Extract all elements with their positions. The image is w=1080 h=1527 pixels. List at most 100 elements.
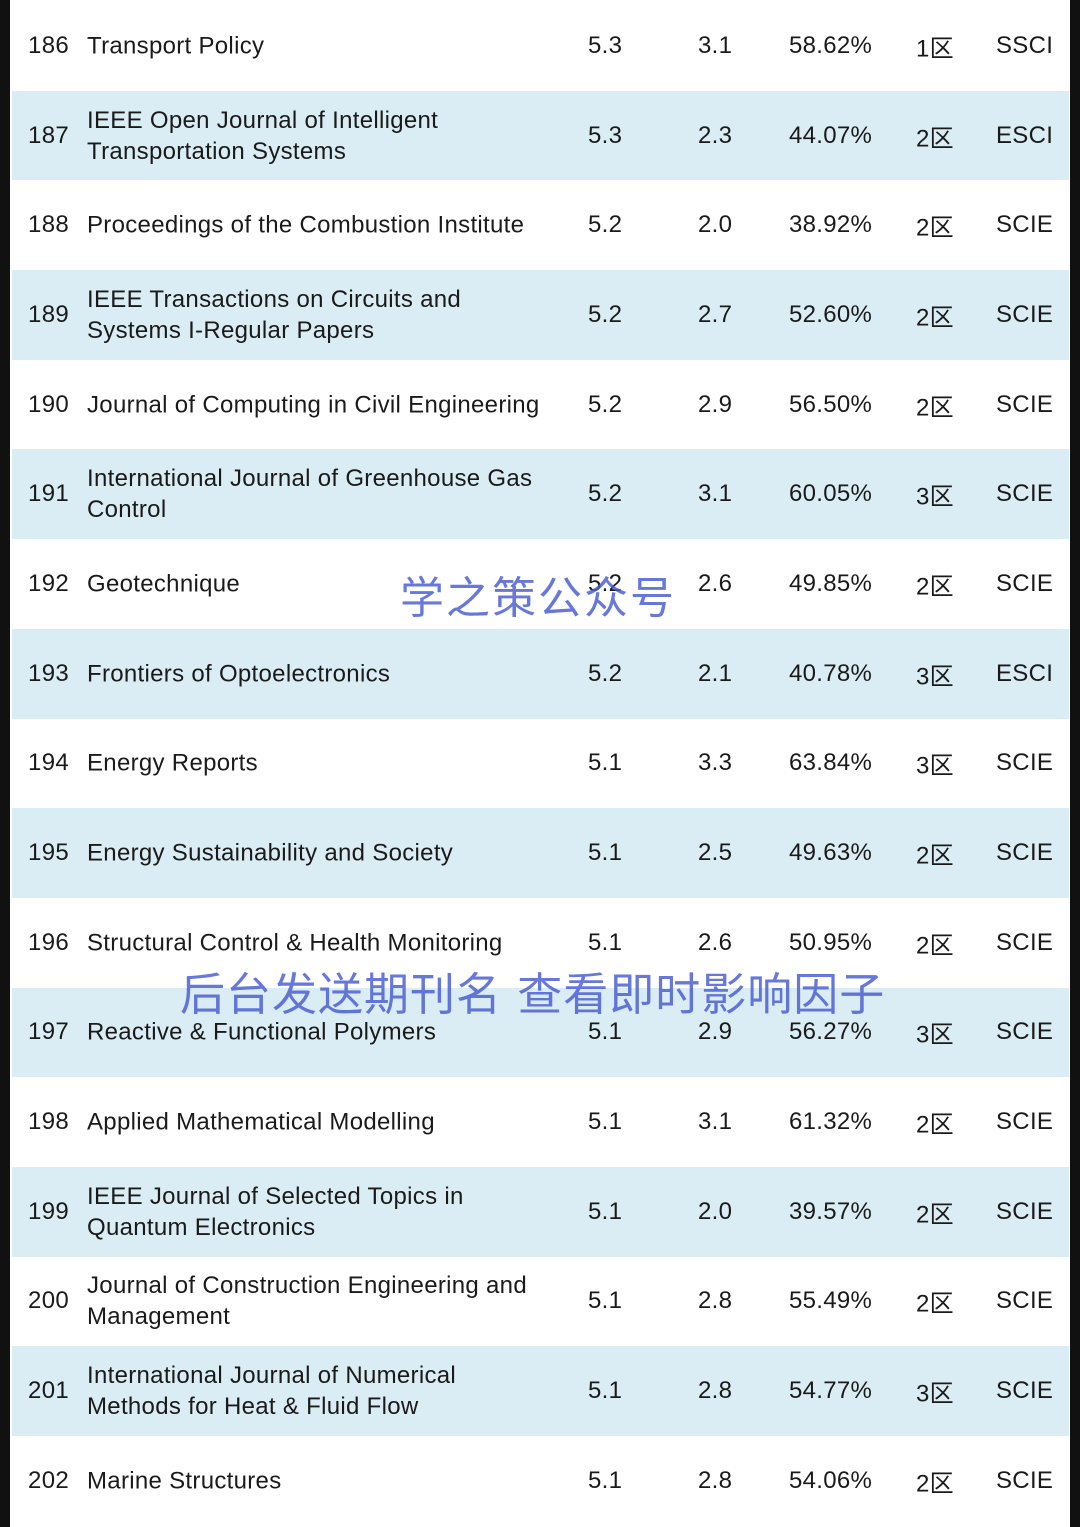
impact-factor-cell: 5.2	[588, 659, 623, 687]
percentage-cell: 39.57%	[789, 1197, 873, 1225]
database-cell: SCIE	[996, 569, 1054, 597]
impact-factor-cell: 5.3	[588, 121, 623, 149]
table-row: 200 Journal of Construction Engineering a…	[12, 1257, 1069, 1347]
journal-name-cell: Geotechnique	[87, 570, 241, 598]
rank-cell: 186	[28, 31, 69, 59]
secondary-metric-cell: 3.1	[698, 31, 733, 59]
secondary-metric-cell: 2.0	[698, 211, 733, 239]
impact-factor-cell: 5.1	[588, 1466, 623, 1494]
zone-cell: 2区	[916, 125, 954, 153]
percentage-cell: 58.62%	[789, 31, 873, 59]
rank-cell: 187	[28, 121, 69, 149]
secondary-metric-cell: 2.1	[698, 659, 733, 687]
impact-factor-cell: 5.1	[588, 1018, 623, 1046]
database-cell: ESCI	[996, 121, 1054, 149]
zone-cell: 3区	[916, 483, 954, 511]
percentage-cell: 38.92%	[789, 211, 873, 239]
table-row: 190 Journal of Computing in Civil Enginee…	[12, 360, 1069, 450]
zone-cell: 2区	[916, 1111, 954, 1139]
journal-name-cell: International Journal of Greenhouse Gas …	[87, 465, 533, 524]
database-cell: SCIE	[996, 749, 1054, 777]
percentage-cell: 49.63%	[789, 839, 873, 867]
database-cell: SCIE	[996, 1197, 1054, 1225]
secondary-metric-cell: 2.7	[698, 300, 733, 328]
table-row: 198 Applied Mathematical Modelling 5.1 3.1 6…	[12, 1077, 1069, 1167]
table-row: 192 Geotechnique 5.2 2.6 49.85% 2区 SCIE	[12, 539, 1069, 629]
database-cell: ESCI	[996, 659, 1054, 687]
zone-cell: 2区	[916, 932, 954, 960]
impact-factor-cell: 5.1	[588, 1287, 623, 1315]
impact-factor-cell: 5.2	[588, 390, 623, 418]
table-row: 194 Energy Reports 5.1 3.3 63.84% 3区 SCIE	[12, 719, 1069, 809]
impact-factor-cell: 5.2	[588, 300, 623, 328]
database-cell: SCIE	[996, 928, 1054, 956]
journal-name-cell: Journal of Construction Engineering and …	[87, 1272, 527, 1331]
zone-cell: 3区	[916, 1380, 954, 1408]
impact-factor-cell: 5.2	[588, 211, 623, 239]
rank-cell: 191	[28, 480, 69, 508]
left-border	[0, 0, 10, 1527]
percentage-cell: 40.78%	[789, 659, 873, 687]
right-border	[1070, 0, 1080, 1527]
table-row: 189 IEEE Transactions on Circuits and Sys…	[12, 270, 1069, 360]
impact-factor-cell: 5.2	[588, 569, 623, 597]
rank-cell: 196	[28, 928, 69, 956]
table-row: 193 Frontiers of Optoelectronics 5.2 2.1 40.…	[12, 628, 1069, 719]
zone-cell: 2区	[916, 1470, 954, 1498]
database-cell: SCIE	[996, 390, 1054, 418]
zone-cell: 2区	[916, 573, 954, 601]
percentage-cell: 49.85%	[789, 569, 873, 597]
journal-name-cell: Proceedings of the Combustion Institute	[87, 211, 525, 239]
zone-cell: 2区	[916, 842, 954, 870]
rank-cell: 202	[28, 1466, 69, 1494]
rank-cell: 192	[28, 569, 69, 597]
journal-name-cell: Transport Policy	[87, 32, 265, 60]
percentage-cell: 56.27%	[789, 1018, 873, 1046]
zone-cell: 3区	[916, 1021, 954, 1049]
table-row: 199 IEEE Journal of Selected Topics in Qu…	[12, 1166, 1069, 1257]
journal-name-cell: IEEE Open Journal of Intelligent Transpo…	[87, 106, 439, 165]
zone-cell: 2区	[916, 214, 954, 242]
percentage-cell: 55.49%	[789, 1287, 873, 1315]
rank-cell: 198	[28, 1108, 69, 1136]
table-row: 187 IEEE Open Journal of Intelligent Tran…	[12, 90, 1069, 181]
secondary-metric-cell: 2.9	[698, 390, 733, 418]
secondary-metric-cell: 2.8	[698, 1377, 733, 1405]
rank-cell: 195	[28, 839, 69, 867]
secondary-metric-cell: 2.8	[698, 1287, 733, 1315]
secondary-metric-cell: 2.6	[698, 569, 733, 597]
table-row: 202 Marine Structures 5.1 2.8 54.06% 2区 SCIE	[12, 1436, 1069, 1526]
percentage-cell: 52.60%	[789, 300, 873, 328]
impact-factor-cell: 5.1	[588, 839, 623, 867]
database-cell: SCIE	[996, 211, 1054, 239]
rank-cell: 197	[28, 1018, 69, 1046]
zone-cell: 3区	[916, 752, 954, 780]
percentage-cell: 63.84%	[789, 749, 873, 777]
rank-cell: 188	[28, 211, 69, 239]
journal-name-cell: International Journal of Numerical Metho…	[87, 1362, 457, 1421]
zone-cell: 2区	[916, 394, 954, 422]
secondary-metric-cell: 3.3	[698, 749, 733, 777]
impact-factor-cell: 5.1	[588, 1197, 623, 1225]
database-cell: SCIE	[996, 300, 1054, 328]
zone-cell: 1区	[916, 35, 954, 63]
impact-factor-cell: 5.1	[588, 1108, 623, 1136]
journal-name-cell: Frontiers of Optoelectronics	[87, 660, 391, 688]
journal-name-cell: Energy Reports	[87, 749, 258, 777]
watermark-bottom: 后台发送期刊名 查看即时影响因子	[180, 968, 886, 1021]
journal-name-cell: IEEE Transactions on Circuits and System…	[87, 285, 462, 344]
secondary-metric-cell: 2.3	[698, 121, 733, 149]
percentage-cell: 54.77%	[789, 1377, 873, 1405]
zone-cell: 2区	[916, 1201, 954, 1229]
impact-factor-cell: 5.1	[588, 749, 623, 777]
database-cell: SCIE	[996, 839, 1054, 867]
database-cell: SCIE	[996, 1018, 1054, 1046]
database-cell: SCIE	[996, 1108, 1054, 1136]
database-cell: SCIE	[996, 1466, 1054, 1494]
impact-factor-cell: 5.2	[588, 480, 623, 508]
database-cell: SCIE	[996, 480, 1054, 508]
secondary-metric-cell: 2.6	[698, 928, 733, 956]
impact-factor-cell: 5.1	[588, 1377, 623, 1405]
rank-cell: 193	[28, 659, 69, 687]
